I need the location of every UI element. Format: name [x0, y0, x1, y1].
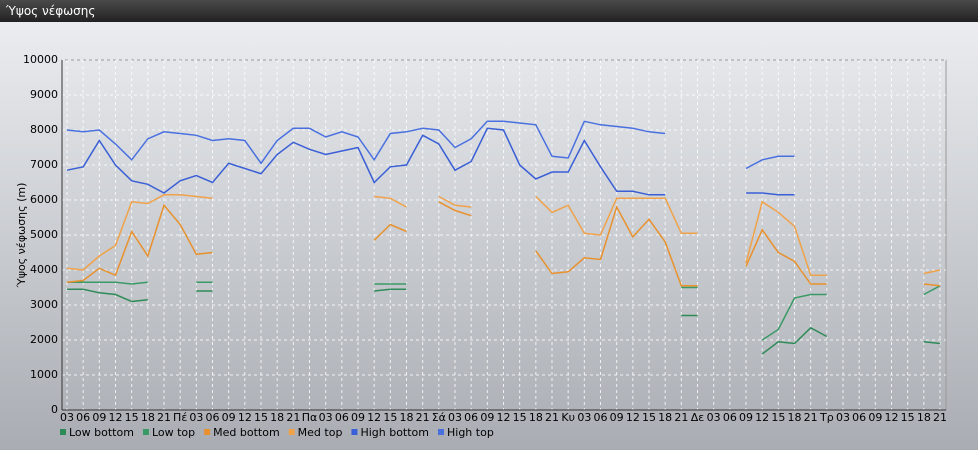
x-tick-label: 12 [367, 411, 381, 424]
x-tick-label: 15 [383, 411, 397, 424]
legend-label: High bottom [360, 426, 429, 439]
x-tick-label: 09 [610, 411, 624, 424]
y-tick-label: 2000 [30, 333, 58, 346]
x-tick-label: 12 [497, 411, 511, 424]
legend-label: Med top [298, 426, 343, 439]
x-tick-label: 06 [594, 411, 608, 424]
legend-label: High top [447, 426, 494, 439]
y-tick-label: 7000 [30, 158, 58, 171]
x-tick-label: 09 [480, 411, 494, 424]
chart: Ύψος νέφωσης (m) 0 1000 2000 3000 4000 5000 60… [15, 53, 947, 439]
x-tick-label: 21 [286, 411, 300, 424]
x-tick-label: 18 [529, 411, 543, 424]
x-tick-label: 21 [933, 411, 947, 424]
x-tick-label: 15 [642, 411, 656, 424]
x-tick-label: 18 [917, 411, 931, 424]
y-tick-label: 6000 [30, 193, 58, 206]
x-tick-label: 06 [335, 411, 349, 424]
x-tick-label: 12 [238, 411, 252, 424]
y-tick-label: 9000 [30, 88, 58, 101]
legend-label: Med bottom [213, 426, 280, 439]
x-tick-label: 09 [351, 411, 365, 424]
x-tick-label: 15 [513, 411, 527, 424]
x-tick-label: 09 [222, 411, 236, 424]
x-tick-label: 15 [125, 411, 139, 424]
x-tick-label: 18 [788, 411, 802, 424]
x-tick-label: 03 [836, 411, 850, 424]
series-line [66, 127, 795, 196]
x-tick-label: 15 [901, 411, 915, 424]
series-line [67, 288, 941, 355]
x-tick-label: 09 [92, 411, 106, 424]
legend-swatch [142, 429, 149, 435]
x-tick-label: 03 [319, 411, 333, 424]
y-tick-label: 1000 [30, 368, 58, 381]
x-tick-label: Κυ [561, 411, 575, 424]
x-tick-label: 18 [400, 411, 414, 424]
title-bar: Ύψος νέφωσης [0, 0, 978, 22]
x-tick-label: 12 [626, 411, 640, 424]
x-tick-label: 12 [755, 411, 769, 424]
y-axis-label: Ύψος νέφωσης (m) [15, 183, 28, 289]
series-line [67, 281, 941, 341]
y-tick-label: 4000 [30, 263, 58, 276]
x-tick-label: Τρ [819, 411, 834, 424]
series-line [66, 120, 795, 170]
x-tick-label: 21 [416, 411, 430, 424]
legend-swatch [438, 429, 444, 435]
x-tick-label: 03 [707, 411, 721, 424]
x-tick-label: 06 [723, 411, 737, 424]
x-tick-label: 15 [254, 411, 268, 424]
x-tick-label: 06 [76, 411, 90, 424]
x-tick-label: 09 [868, 411, 882, 424]
x-tick-label: 21 [674, 411, 688, 424]
legend-swatch [204, 429, 211, 435]
legend-swatch [288, 429, 295, 435]
legend-swatch [351, 429, 358, 435]
legend-label: Low bottom [69, 426, 134, 439]
legend-label: Low top [152, 426, 195, 439]
x-tick-label: 03 [60, 411, 74, 424]
x-tick-label: 15 [771, 411, 785, 424]
y-tick-label: 3000 [30, 298, 58, 311]
x-tick-label: 12 [109, 411, 123, 424]
x-tick-label: Δε [691, 411, 705, 424]
x-tick-label: 21 [804, 411, 818, 424]
x-tick-label: 21 [545, 411, 559, 424]
legend-swatch [60, 429, 66, 435]
x-tick-label: 18 [270, 411, 284, 424]
x-tick-label: Πέ [173, 411, 187, 424]
x-tick-label: 06 [852, 411, 866, 424]
x-tick-label: 09 [739, 411, 753, 424]
x-tick-label: 03 [577, 411, 591, 424]
x-tick-label: 03 [189, 411, 203, 424]
x-tick-label: Πα [302, 411, 318, 424]
x-tick-label: 21 [157, 411, 171, 424]
y-tick-label: 8000 [30, 123, 58, 136]
y-tick-label: 0 [51, 403, 58, 416]
y-tick-label: 5000 [30, 228, 58, 241]
series-line [66, 194, 941, 277]
x-tick-label: 06 [206, 411, 220, 424]
series-line [66, 201, 941, 287]
x-tick-label: Σά [432, 411, 446, 424]
x-tick-label: 03 [448, 411, 462, 424]
y-tick-label: 10000 [23, 53, 58, 66]
x-tick-label: 06 [464, 411, 478, 424]
x-tick-label: 18 [141, 411, 155, 424]
x-tick-label: 12 [885, 411, 899, 424]
x-tick-label: 18 [658, 411, 672, 424]
